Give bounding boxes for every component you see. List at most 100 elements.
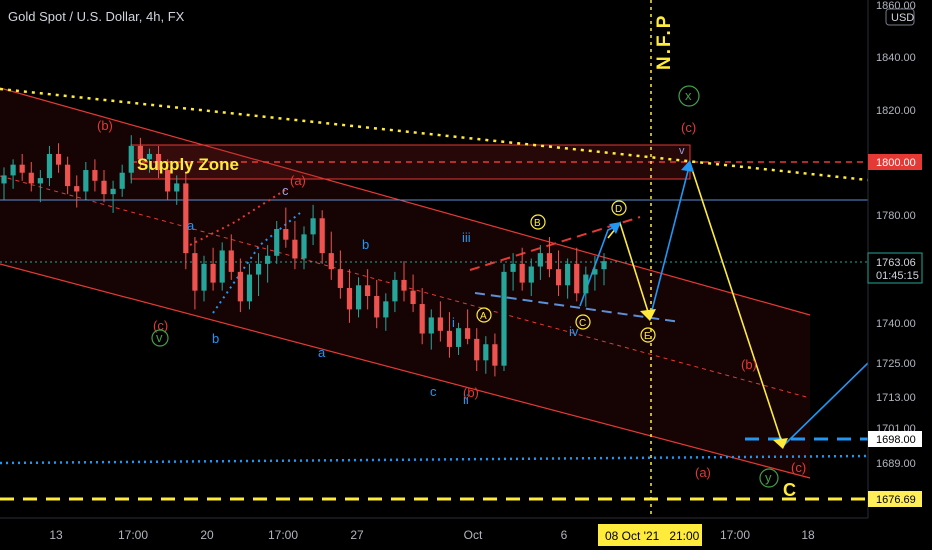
wave-label-a-paren-bottom: (a) <box>695 465 711 480</box>
time-axis[interactable]: 13 17:00 20 17:00 27 Oct 6 17:00 18 08 Oct '21 2… <box>0 517 932 550</box>
wave-label-c-blue: c <box>430 384 437 399</box>
arrow-head-e <box>640 309 656 321</box>
candle-body <box>183 183 189 254</box>
candle-body <box>274 229 280 256</box>
candle-body <box>428 317 434 334</box>
time-cursor-label: 08 Oct '21 21:00 <box>605 529 700 543</box>
wave-label-ii: ii <box>463 392 469 407</box>
candle-body <box>301 234 307 259</box>
wave-marker-a-circle <box>476 307 492 323</box>
candle-body <box>483 344 489 361</box>
candle-body <box>528 266 534 283</box>
candle-body <box>74 186 80 192</box>
wave-label-c-small: c <box>282 183 289 198</box>
wave-marker-c-circle <box>575 314 591 330</box>
candle-body <box>310 218 316 235</box>
price-tick-label: 1676.69 <box>876 494 916 506</box>
time-tick-label: Oct <box>464 528 483 542</box>
price-marker-badge <box>868 491 922 507</box>
candle-body <box>128 145 134 173</box>
candle-body <box>592 269 598 275</box>
time-tick-label: 27 <box>350 528 364 542</box>
wave-label-a-blue: a <box>187 218 195 233</box>
blue-dotted-1689-line <box>0 454 868 465</box>
currency-badge[interactable] <box>885 8 915 26</box>
candle-body <box>10 164 16 176</box>
candle-body <box>146 153 153 160</box>
price-tick-label: 1725.00 <box>876 358 916 370</box>
candle-body <box>555 269 562 286</box>
candle-body <box>55 153 62 165</box>
candle-body <box>292 239 298 259</box>
wave-label-b-paren-top: (b) <box>97 118 113 133</box>
nfp-label: N.F.P <box>654 14 675 70</box>
candle-body <box>65 164 71 187</box>
yellow-projection-down <box>689 162 784 447</box>
price-tick-label: 1713.00 <box>876 392 916 404</box>
candle-body <box>510 263 516 272</box>
wave-marker-x-circle <box>678 85 700 107</box>
wave-label-b-paren-bottom: (b) <box>463 385 479 400</box>
wave-label-b-blue-1: b <box>212 331 219 346</box>
wave-marker-d-circle <box>611 200 627 216</box>
time-tick-label: 17:00 <box>118 528 148 542</box>
wave-label-v-small: v <box>679 145 685 157</box>
candle-body <box>92 170 98 181</box>
candle-body <box>37 178 43 184</box>
wave-marker-v-circle <box>151 329 169 347</box>
candle-body <box>365 285 371 296</box>
wave-label-a-circle: A <box>480 311 487 322</box>
price-tick-label: 1800.00 <box>876 157 916 169</box>
price-tick-label: 1698.00 <box>876 434 916 446</box>
wave-label-y: y <box>765 470 772 485</box>
countdown-label: 01:45:15 <box>876 270 919 282</box>
candle-body <box>455 328 462 347</box>
candle-body <box>255 263 262 275</box>
wave-label-d-circle: D <box>615 204 622 215</box>
wave-marker-b-circle <box>530 214 546 230</box>
time-tick-label: 6 <box>561 528 568 542</box>
candle-body <box>19 164 25 173</box>
candle-body <box>228 250 234 272</box>
candle-body <box>401 279 407 291</box>
candle-body <box>501 271 507 366</box>
candle-body <box>355 285 362 310</box>
triangle-lower-line <box>474 292 681 323</box>
candle-body <box>392 279 398 302</box>
price-tick-label: 1820.00 <box>876 105 916 117</box>
candle-body <box>174 183 180 192</box>
wave-label-x: x <box>685 88 692 103</box>
candle-body <box>410 290 416 305</box>
candle-body <box>155 153 162 171</box>
channel-upper-line <box>0 87 811 316</box>
wave-label-i: i <box>452 315 455 330</box>
arrow-head-1800 <box>681 160 694 172</box>
candle-body <box>374 296 380 318</box>
candle-body <box>546 253 553 270</box>
candle-body <box>346 287 353 310</box>
candle-body <box>1 175 7 184</box>
candle-body <box>328 253 334 270</box>
channel-lower-line <box>0 263 811 479</box>
price-tick-label: 1740.00 <box>876 318 916 330</box>
candle-body <box>46 153 53 179</box>
candle-body <box>337 269 343 288</box>
price-axis[interactable]: 1860.00 USD 1840.001820.001800.001780.00… <box>867 0 932 518</box>
blue-projection-up <box>649 162 691 319</box>
candle-body <box>119 172 125 189</box>
candle-body <box>83 170 89 192</box>
red-dotted-wave <box>189 189 286 246</box>
candle-body <box>537 253 543 267</box>
candle-body <box>565 263 571 286</box>
arrow-head-d <box>609 222 621 234</box>
candle-body <box>192 253 198 291</box>
arrow-head-1698 <box>773 438 788 449</box>
price-marker-badge <box>867 252 923 284</box>
price-tick-label: 1689.00 <box>876 458 916 470</box>
wave-label-a-blue-bottom: a <box>318 345 326 360</box>
currency-label: USD <box>891 12 914 24</box>
candle-body <box>583 274 589 294</box>
candle-body <box>165 170 171 192</box>
candle-body <box>110 188 116 195</box>
